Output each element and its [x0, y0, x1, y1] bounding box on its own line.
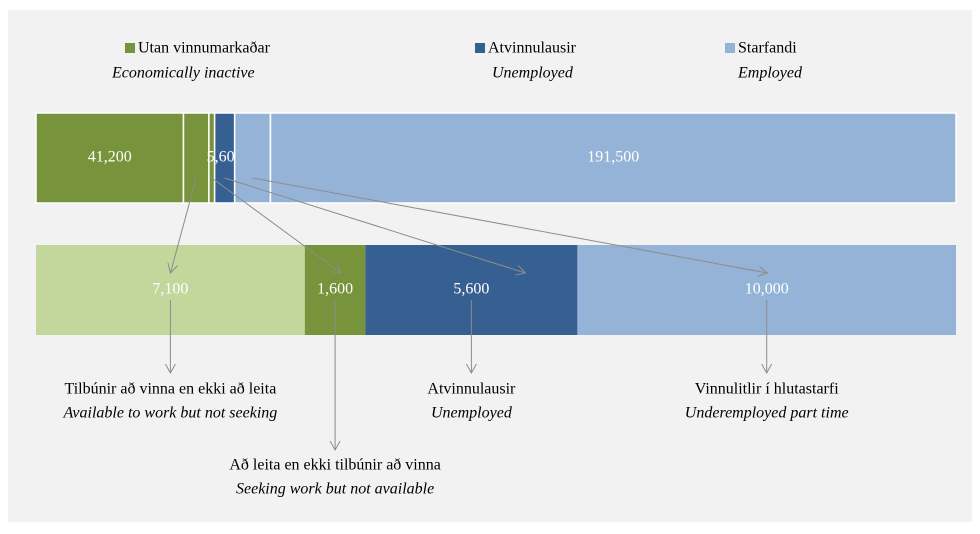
annotation-en: Underemployed part time	[685, 405, 849, 422]
annotation: Tilbúnir að vinna en ekki að leita	[64, 381, 276, 398]
bar-segment	[182, 112, 210, 204]
legend-label-en: Unemployed	[492, 65, 574, 82]
annotation: Vinnulitlir í hlutastarfi	[695, 381, 839, 398]
annotation: Atvinnulausir	[427, 381, 516, 398]
segment-label: 191,500	[587, 149, 639, 166]
legend-swatch	[475, 43, 485, 53]
arrow	[167, 177, 197, 274]
bar-segment	[269, 112, 957, 204]
segment-label: 5,600	[453, 281, 489, 298]
segment-label: 41,200	[88, 149, 132, 166]
legend-label-en: Employed	[737, 65, 803, 82]
legend-label: Starfandi	[738, 40, 797, 57]
legend-swatch	[725, 43, 735, 53]
segment-label: 10,000	[745, 281, 789, 298]
segment-label: 1,600	[317, 281, 353, 298]
legend-swatch	[125, 43, 135, 53]
arrow	[211, 177, 342, 274]
annotation-en: Available to work but not seeking	[63, 405, 278, 422]
segment-label: 5,600	[207, 149, 243, 166]
annotation-en: Unemployed	[431, 405, 513, 422]
annotation-en: Seeking work but not available	[236, 481, 434, 498]
arrow	[224, 177, 527, 276]
legend-label: Utan vinnumarkaðar	[138, 40, 271, 57]
bar-segment	[233, 112, 272, 204]
annotation: Að leita en ekki tilbúnir að vinna	[229, 457, 441, 474]
bar-segment	[35, 112, 185, 204]
arrow	[252, 177, 769, 277]
segment-label: 7,100	[152, 281, 188, 298]
legend-label-en: Economically inactive	[111, 65, 255, 82]
legend-label: Atvinnulausir	[488, 40, 577, 57]
